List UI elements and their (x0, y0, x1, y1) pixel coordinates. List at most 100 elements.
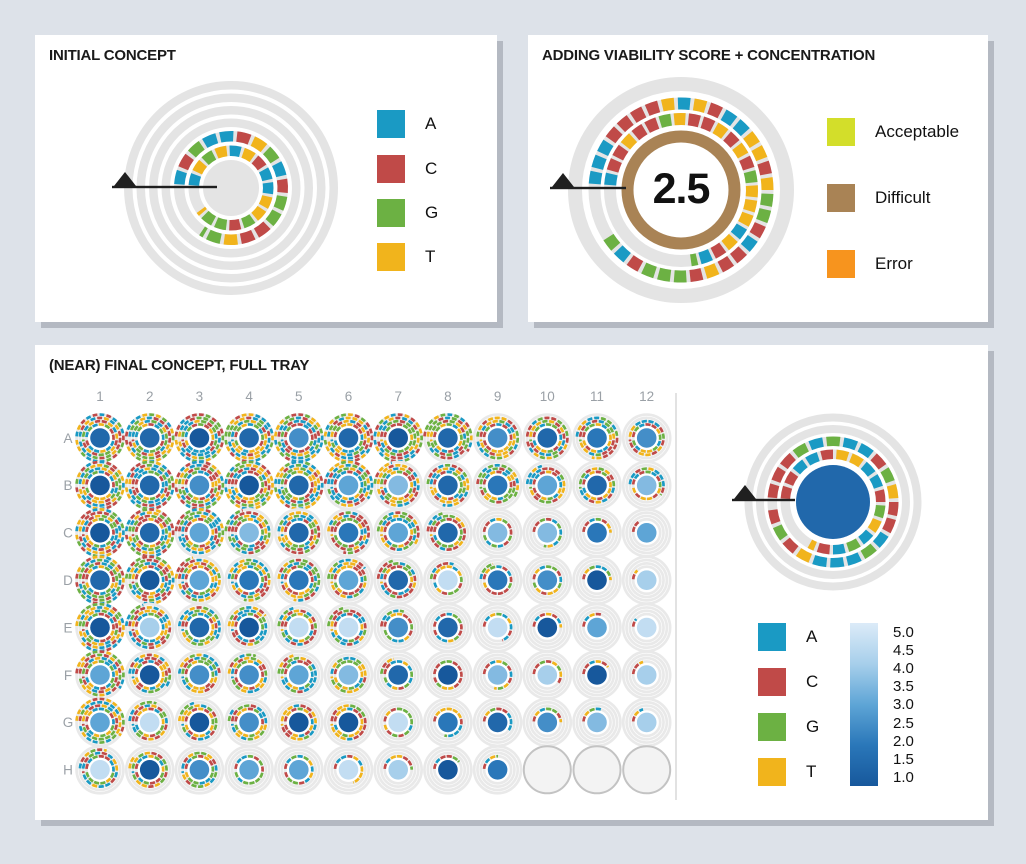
well-A9 (472, 413, 523, 463)
viability-rings (568, 77, 794, 303)
well-center-F1 (90, 665, 110, 685)
well-center-A1 (90, 428, 110, 448)
viability-chart-pointer-arrow (550, 173, 626, 190)
well-center-D7 (388, 570, 409, 590)
tray-base-a-label: A (806, 627, 818, 646)
well-center-A9 (487, 428, 508, 448)
well-center-F9 (487, 665, 508, 685)
well-center-C9 (487, 523, 508, 543)
well-center-C2 (139, 523, 160, 543)
well-H5 (273, 744, 324, 795)
scale-tick-2.0: 2.0 (893, 732, 914, 750)
well-center-A5 (289, 428, 309, 448)
well-center-F11 (587, 665, 607, 685)
well-center-B1 (90, 475, 110, 496)
base-g-label: G (425, 203, 439, 222)
well-E9 (472, 602, 523, 653)
well-E3 (174, 602, 225, 653)
well-B4 (224, 460, 274, 511)
well-center-E3 (189, 617, 210, 638)
well-detail-chart (744, 413, 922, 591)
well-center-H5 (289, 760, 309, 780)
well-H10 (522, 745, 572, 795)
well-A4 (224, 413, 274, 463)
panel-viability-title: ADDING VIABILITY SCORE + CONCENTRATION (542, 47, 876, 64)
well-D4 (224, 555, 274, 606)
well-C3 (174, 507, 225, 558)
tray-base-t-swatch-icon (758, 758, 786, 786)
well-center-B9 (487, 475, 508, 496)
well-center-E12 (636, 617, 657, 638)
base-c-swatch-icon (377, 155, 405, 183)
well-B2 (124, 460, 175, 511)
well-center-C7 (388, 523, 409, 543)
column-label-8: 8 (444, 389, 452, 404)
well-center-G2 (139, 712, 160, 733)
well-center-B11 (587, 475, 607, 496)
well-center-F5 (289, 665, 309, 685)
well-A11 (572, 413, 622, 463)
well-center-D12 (636, 570, 657, 590)
well-C6 (323, 508, 374, 558)
well-center-C3 (189, 523, 210, 543)
well-G12 (621, 697, 672, 748)
well-E4 (224, 602, 274, 653)
well-center-B5 (289, 475, 309, 496)
well-H12 (622, 745, 672, 795)
well-center-D2 (139, 570, 160, 590)
well-E2 (124, 602, 175, 653)
well-E1 (75, 602, 125, 653)
well-G4 (224, 697, 274, 748)
well-center-C11 (587, 523, 607, 543)
column-label-5: 5 (295, 389, 303, 404)
well-H11 (572, 745, 622, 795)
well-F11 (572, 650, 622, 700)
tray-base-g-swatch-icon (758, 713, 786, 741)
well-center-A11 (587, 428, 607, 448)
column-label-11: 11 (590, 389, 604, 404)
well-G1 (75, 697, 125, 748)
scale-tick-5.0: 5.0 (893, 624, 914, 641)
well-B11 (572, 460, 622, 511)
well-center-F7 (388, 665, 409, 685)
column-label-3: 3 (196, 389, 204, 404)
viability-score-ring (621, 130, 741, 250)
well-center-E10 (537, 617, 558, 638)
well-center-A10 (537, 428, 558, 448)
well-B3 (174, 460, 225, 511)
viability-score-value: 2.5 (652, 165, 711, 213)
well-center-G1 (90, 712, 110, 733)
well-B12 (621, 460, 672, 511)
column-label-6: 6 (345, 389, 353, 404)
well-B9 (472, 460, 523, 511)
well-D12 (621, 555, 672, 606)
well-F6 (323, 650, 374, 700)
well-center-B7 (388, 475, 409, 496)
well-center-E11 (587, 617, 607, 638)
well-center-C12 (636, 523, 657, 543)
legend-item-base-c: C (377, 155, 437, 183)
well-E5 (273, 602, 324, 653)
well-F1 (75, 650, 125, 700)
legend-item-acceptable: Acceptable (827, 118, 959, 146)
well-center-E5 (289, 617, 309, 638)
well-H8 (423, 744, 473, 795)
well-center-G7 (388, 712, 409, 733)
well-E10 (522, 602, 573, 653)
well-G5 (273, 697, 324, 748)
well-center-B8 (438, 475, 458, 496)
row-label-F: F (64, 668, 72, 683)
tray-base-c-swatch-icon (758, 668, 786, 696)
base-c-label: C (425, 159, 438, 178)
well-center-D10 (537, 570, 558, 590)
well-center-H2 (139, 760, 160, 780)
tray-legend-item-base-t: T (758, 758, 816, 786)
well-C7 (373, 508, 424, 558)
well-F5 (273, 650, 324, 700)
well-center-E7 (388, 617, 409, 638)
well-C1 (75, 507, 125, 558)
well-center-F10 (537, 665, 558, 685)
well-center-H1 (90, 760, 110, 780)
